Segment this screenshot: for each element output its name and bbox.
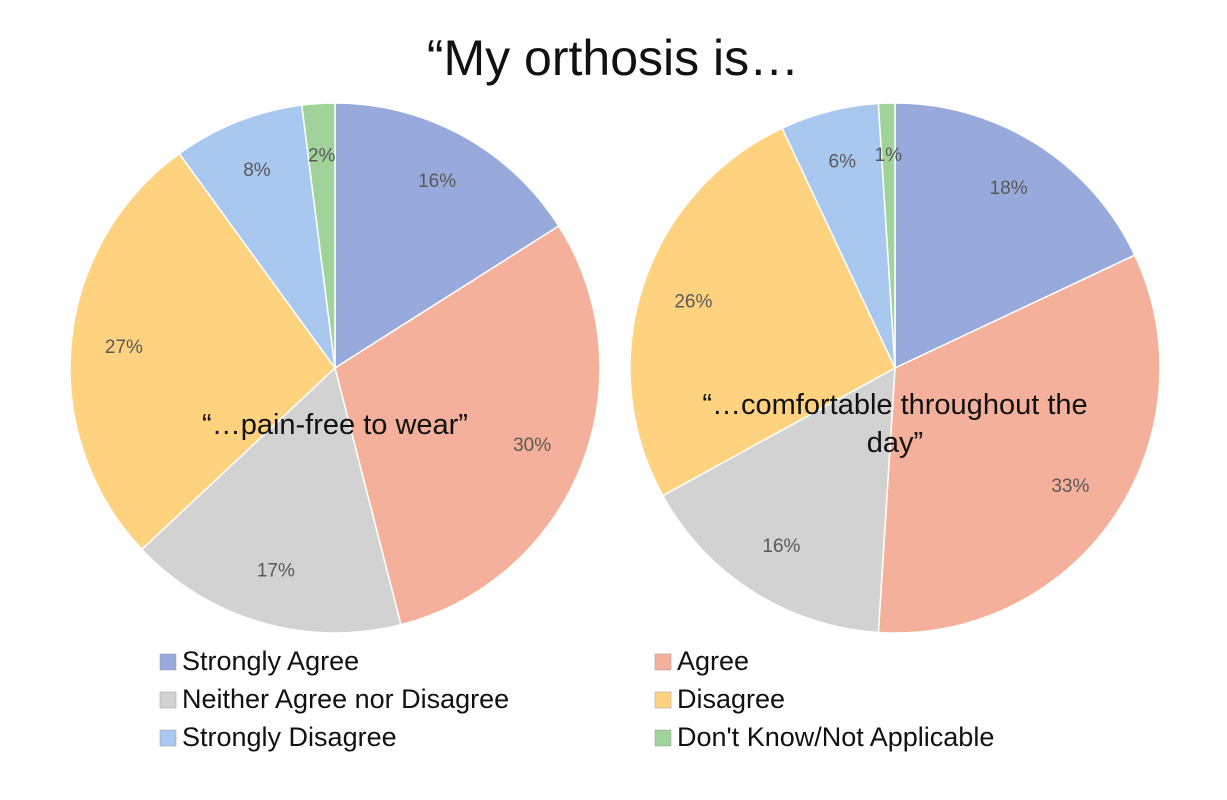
pie-slice <box>894 102 1136 370</box>
legend-label: Neither Agree nor Disagree <box>182 684 509 714</box>
legend-label: Agree <box>677 646 749 676</box>
data-label: 33% <box>1051 476 1089 497</box>
legend-swatch <box>159 691 177 709</box>
data-label: 6% <box>829 152 857 173</box>
pie-slice <box>334 224 601 626</box>
data-label: 2% <box>308 145 336 166</box>
legend-label: Strongly Agree <box>182 646 359 676</box>
pie-slice <box>178 104 336 369</box>
legend-label: Strongly Disagree <box>182 722 397 752</box>
data-label: 30% <box>513 435 551 456</box>
data-label: 16% <box>418 171 456 192</box>
legend-label: Don't Know/Not Applicable <box>677 722 994 752</box>
data-label: 26% <box>674 292 712 313</box>
data-label: 16% <box>762 536 800 557</box>
pie-slice <box>334 102 560 370</box>
pie-slice <box>300 102 336 369</box>
data-label: 18% <box>990 178 1028 199</box>
pie-slice <box>877 254 1161 634</box>
pie-slice <box>69 152 336 551</box>
pie-slice <box>140 366 402 634</box>
pie-slice <box>629 127 896 497</box>
legend-swatch <box>654 691 672 709</box>
data-label: 27% <box>105 337 143 358</box>
data-label: 17% <box>257 561 295 582</box>
legend-swatch <box>159 729 177 747</box>
data-label: 8% <box>243 160 271 181</box>
legend-swatch <box>654 729 672 747</box>
page-title: “My orthosis is… <box>427 30 799 86</box>
data-label: 1% <box>875 145 903 166</box>
pie-title: “…comfortable throughout the day” <box>702 389 1088 459</box>
pie-slice <box>877 102 896 369</box>
legend-swatch <box>159 653 177 671</box>
legend-label: Disagree <box>677 684 785 714</box>
pie-title: “…pain-free to wear” <box>202 409 468 441</box>
legend-swatch <box>654 653 672 671</box>
pie-slice <box>661 366 896 634</box>
